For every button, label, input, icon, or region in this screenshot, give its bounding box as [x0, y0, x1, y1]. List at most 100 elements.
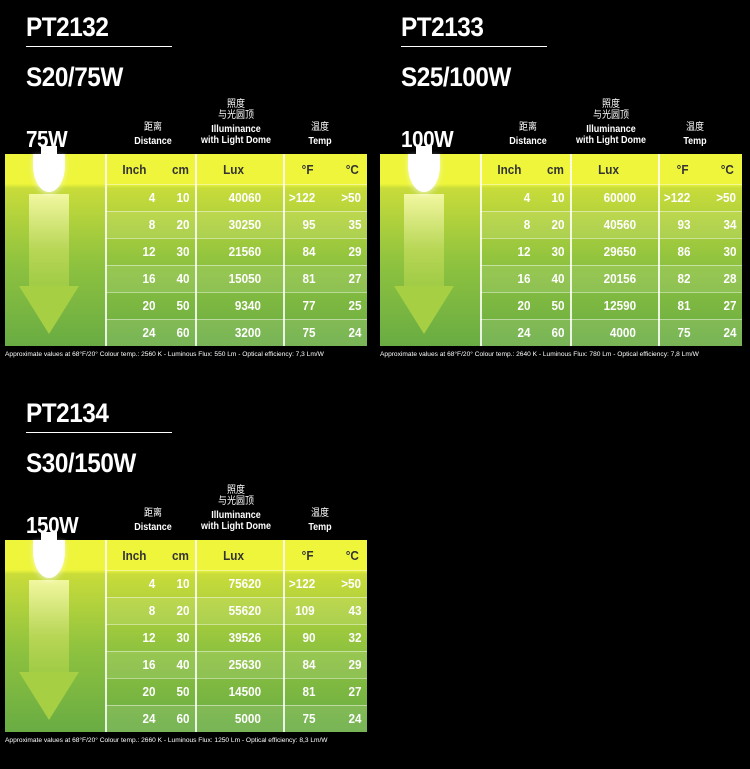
- cell-lux: 39526: [228, 630, 261, 645]
- column-divider: [283, 154, 285, 346]
- col-celsius: °C: [345, 162, 359, 177]
- temp-header: 温度 Temp: [308, 122, 332, 147]
- bulb-base: [41, 532, 57, 542]
- cell-f: 75: [301, 711, 315, 726]
- cell-lux: 9340: [234, 298, 261, 313]
- cell-c: 34: [722, 217, 736, 232]
- row-divider: [480, 211, 742, 212]
- col-cm: cm: [546, 162, 564, 177]
- column-divider: [105, 154, 107, 346]
- distance-header: 距离 Distance: [134, 122, 172, 147]
- col-cm: cm: [171, 548, 189, 563]
- row-divider: [105, 678, 367, 679]
- cell-cm: 60: [550, 325, 564, 340]
- cell-lux: 40060: [228, 190, 261, 205]
- row-divider: [105, 624, 367, 625]
- model-number: PT2133: [401, 12, 484, 42]
- cell-lux: 40560: [603, 217, 636, 232]
- cell-lux: 29650: [603, 244, 636, 259]
- col-celsius: °C: [345, 548, 359, 563]
- illuminance-header: 照度 与光圆顶 Illuminance with Light Dome: [200, 99, 272, 146]
- illuminance-header: 照度 与光圆顶 Illuminance with Light Dome: [200, 485, 272, 532]
- footnote: Approximate values at 68°F/20° Colour te…: [380, 351, 699, 358]
- row-divider: [480, 319, 742, 320]
- bulb-spec: S25/100W: [401, 62, 511, 92]
- cell-c: 27: [347, 271, 361, 286]
- cell-f: 90: [301, 630, 315, 645]
- cell-c: >50: [716, 190, 736, 205]
- row-divider: [105, 651, 367, 652]
- cell-lux: 3200: [234, 325, 261, 340]
- cell-cm: 50: [550, 298, 564, 313]
- distance-header: 距离 Distance: [509, 122, 547, 147]
- cell-cm: 40: [550, 271, 564, 286]
- cell-cm: 30: [550, 244, 564, 259]
- cell-c: 32: [347, 630, 361, 645]
- row-divider: [105, 292, 367, 293]
- spec-panel: PT2134 S30/150W 150W 距离 Distance 照度 与光圆顶…: [0, 386, 367, 758]
- cell-cm: 40: [175, 271, 189, 286]
- cell-lux: 55620: [228, 603, 261, 618]
- cell-lux: 25630: [228, 657, 261, 672]
- cell-inch: 8: [148, 603, 155, 618]
- row-divider: [105, 211, 367, 212]
- cell-cm: 40: [175, 657, 189, 672]
- table-row: [107, 597, 367, 624]
- col-inch: Inch: [122, 162, 147, 177]
- bulb-icon: [408, 154, 440, 192]
- cell-c: >50: [341, 576, 361, 591]
- arrow-shaft: [29, 194, 69, 288]
- cell-cm: 20: [550, 217, 564, 232]
- row-divider: [105, 238, 367, 239]
- title-rule: [401, 46, 547, 47]
- bulb-icon: [33, 154, 65, 192]
- row-divider: [480, 292, 742, 293]
- model-number: PT2134: [26, 398, 109, 428]
- cell-inch: 8: [148, 217, 155, 232]
- cell-f: 84: [301, 244, 315, 259]
- cell-inch: 4: [148, 576, 155, 591]
- cell-lux: 14500: [228, 684, 261, 699]
- cell-c: 27: [722, 298, 736, 313]
- cell-c: 24: [347, 711, 361, 726]
- table-row: [107, 705, 367, 732]
- cell-f: 95: [301, 217, 315, 232]
- cell-c: 35: [347, 217, 361, 232]
- down-arrow-icon: [394, 286, 454, 334]
- distance-header: 距离 Distance: [134, 508, 172, 533]
- bulb-spec: S20/75W: [26, 62, 123, 92]
- col-celsius: °C: [720, 162, 734, 177]
- row-divider: [105, 705, 367, 706]
- cell-inch: 4: [148, 190, 155, 205]
- table-row: [107, 651, 367, 678]
- cell-lux: 21560: [228, 244, 261, 259]
- cell-c: >50: [341, 190, 361, 205]
- data-table: Inch cm Lux °F °C 4 10 40060 >122 >50 8 20 3025…: [5, 146, 367, 346]
- down-arrow-icon: [19, 672, 79, 720]
- spec-panel: PT2133 S25/100W 100W 距离 Distance 照度 与光圆顶…: [375, 0, 742, 372]
- data-table: Inch cm Lux °F °C 4 10 75620 >122 >50 8 20 5562…: [5, 532, 367, 732]
- arrow-shaft: [404, 194, 444, 288]
- cell-f: >122: [288, 190, 315, 205]
- footnote: Approximate values at 68°F/20° Colour te…: [5, 737, 328, 744]
- cell-f: >122: [663, 190, 690, 205]
- table-row: [482, 319, 742, 346]
- table-row: [482, 211, 742, 238]
- col-fahrenheit: °F: [301, 162, 314, 177]
- bulb-base: [416, 146, 432, 156]
- cell-lux: 5000: [234, 711, 261, 726]
- column-divider: [195, 540, 197, 732]
- col-lux: Lux: [223, 162, 244, 177]
- cell-cm: 10: [175, 190, 189, 205]
- cell-lux: 60000: [603, 190, 636, 205]
- model-number: PT2132: [26, 12, 109, 42]
- cell-f: 77: [301, 298, 315, 313]
- table-row: [107, 265, 367, 292]
- cell-cm: 10: [550, 190, 564, 205]
- row-divider: [105, 597, 367, 598]
- row-divider: [105, 184, 367, 185]
- cell-c: 24: [722, 325, 736, 340]
- cell-f: >122: [288, 576, 315, 591]
- cell-f: 84: [301, 657, 315, 672]
- col-inch: Inch: [497, 162, 522, 177]
